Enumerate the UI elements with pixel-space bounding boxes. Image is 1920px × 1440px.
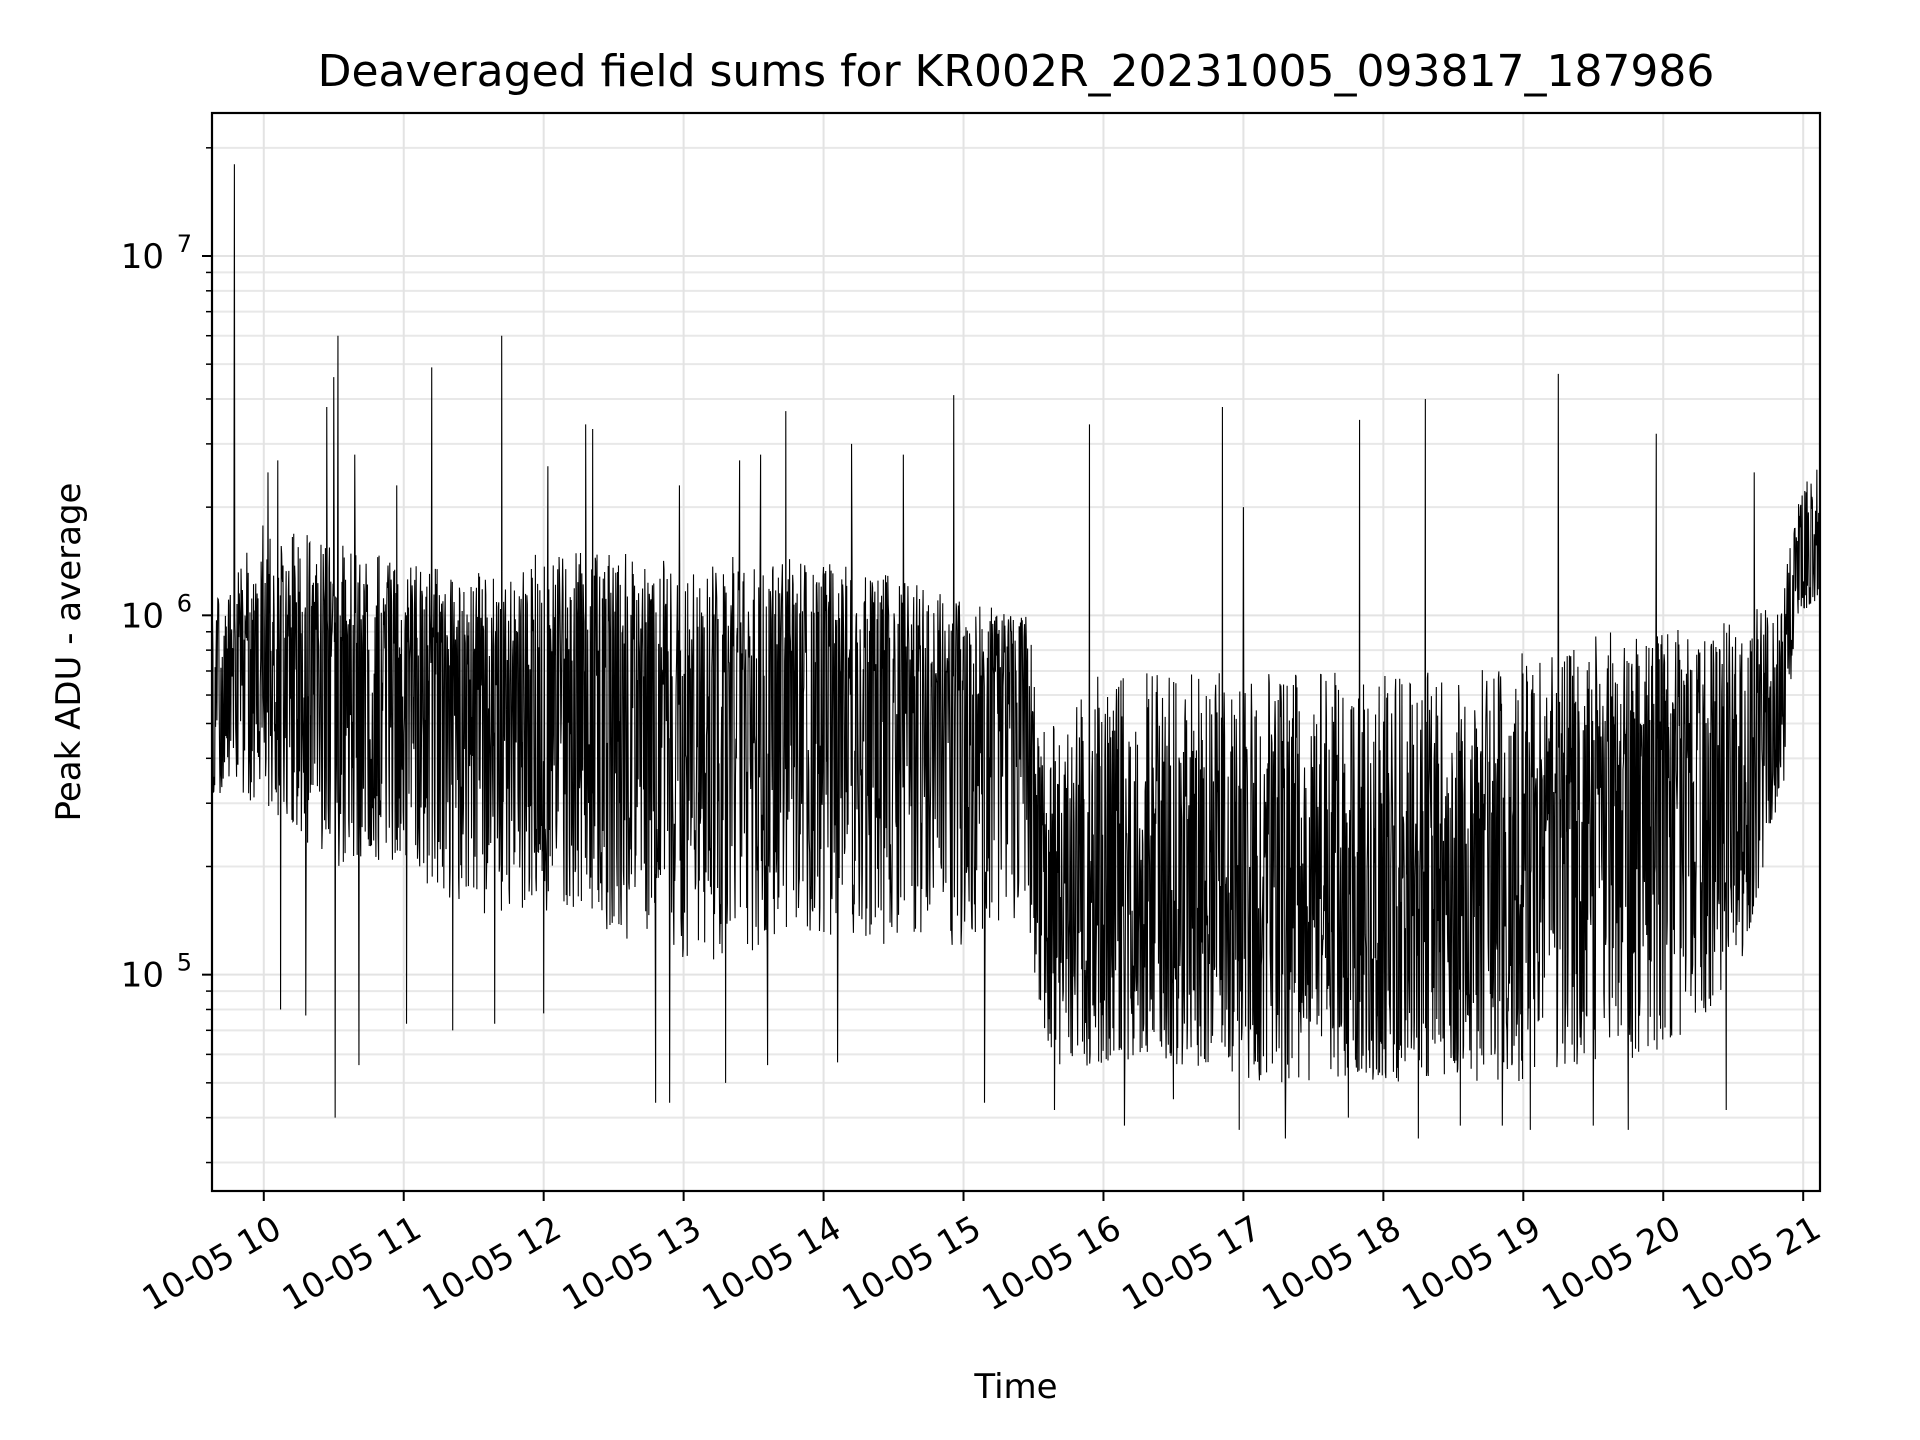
y-axis-label: Peak ADU - average xyxy=(49,483,89,822)
y-tick-exponent: 6 xyxy=(177,589,192,617)
y-tick-label: 10 xyxy=(121,956,164,996)
y-tick-label: 10 xyxy=(121,237,164,277)
x-axis-label: Time xyxy=(973,1367,1057,1407)
chart-title: Deaveraged field sums for KR002R_2023100… xyxy=(318,46,1715,97)
y-axis: 10 5 10 6 10 7 xyxy=(121,147,212,1164)
series-trace xyxy=(211,164,1821,1139)
y-tick-exponent: 7 xyxy=(177,230,192,258)
plot-frame xyxy=(210,111,1822,1193)
y-tick-exponent: 5 xyxy=(177,949,192,977)
y-tick-label: 10 xyxy=(121,596,164,636)
series-line xyxy=(211,164,1821,1139)
